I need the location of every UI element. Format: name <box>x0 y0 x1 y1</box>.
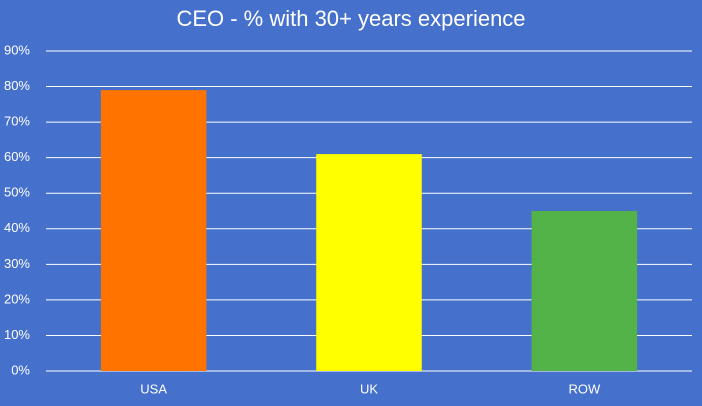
bar <box>316 154 422 371</box>
y-tick-label: 80% <box>4 78 30 93</box>
bar <box>531 211 638 371</box>
y-tick-label: 90% <box>4 42 30 57</box>
y-tick-label: 10% <box>4 327 30 342</box>
y-tick-label: 20% <box>4 291 30 306</box>
y-tick-label: 50% <box>4 185 30 200</box>
y-tick-label: 0% <box>11 362 30 377</box>
y-tick-label: 60% <box>4 149 30 164</box>
x-tick-label: USA <box>140 381 167 396</box>
x-tick-label: ROW <box>568 381 601 396</box>
chart-title: CEO - % with 30+ years experience <box>176 6 525 31</box>
y-tick-label: 70% <box>4 114 30 129</box>
x-tick-label: UK <box>360 381 378 396</box>
y-tick-label: 40% <box>4 220 30 235</box>
y-tick-label: 30% <box>4 256 30 271</box>
bar <box>100 90 207 371</box>
